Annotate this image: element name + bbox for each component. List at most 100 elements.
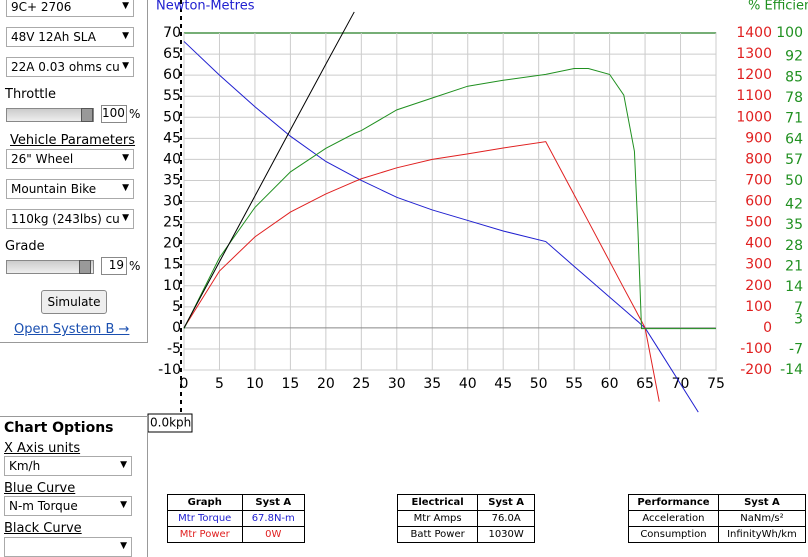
throttle-label: Throttle [5, 87, 56, 102]
y3-tick-label: 57 [785, 152, 803, 168]
y-tick-label: 10 [163, 278, 181, 294]
table-cell: Acceleration [628, 510, 719, 527]
grade-input[interactable]: 19 [101, 257, 127, 275]
blue-curve-select[interactable]: N-m Torque [4, 496, 132, 516]
y3-tick-label: 64 [785, 131, 803, 147]
y2-tick-label: 700 [745, 172, 772, 188]
y-tick-label: 25 [163, 215, 181, 231]
curve [183, 67, 716, 330]
grade-unit: % [129, 259, 141, 273]
wheel-select[interactable]: 26" Wheel [6, 149, 134, 169]
y-tick-label: -10 [158, 362, 181, 378]
y2-tick-label: 800 [745, 151, 772, 167]
y-tick-label: 50 [163, 109, 181, 125]
y2-tick-label: 1400 [736, 25, 772, 41]
grade-slider[interactable] [6, 260, 94, 274]
table-cell: Batt Power [396, 526, 479, 543]
x-axis-select[interactable]: Km/h [4, 456, 132, 476]
y2-tick-label: -100 [740, 341, 772, 357]
y-tick-label: 15 [163, 257, 181, 273]
y-tick-label: 5 [172, 299, 181, 315]
table-cell: Consumption [628, 526, 719, 543]
y2-tick-label: 0 [763, 320, 772, 336]
y3-axis-title: % Efficiency [748, 0, 808, 14]
y3-tick-label: 100 [776, 25, 803, 41]
y-tick-label: -5 [167, 341, 181, 357]
table-cell: Graph [167, 494, 243, 511]
y3-tick-label: 7 [794, 300, 803, 316]
simulate-button[interactable]: Simulate [41, 290, 107, 314]
y2-tick-label: 900 [745, 130, 772, 146]
black-curve-select[interactable] [4, 537, 132, 557]
y2-tick-label: 100 [745, 299, 772, 315]
chart-options-panel: Chart Options X Axis units Km/h Blue Cur… [0, 416, 148, 557]
x-tick-label: 55 [565, 376, 583, 392]
y3-tick-label: -14 [780, 362, 803, 378]
y3-tick-label: 28 [785, 238, 803, 254]
throttle-unit: % [129, 107, 141, 121]
x-axis-units-label: X Axis units [4, 441, 81, 456]
y2-tick-label: 300 [745, 257, 772, 273]
y-tick-label: 0 [172, 320, 181, 336]
control-panel: 9C+ 2706 48V 12Ah SLA 22A 0.03 ohms cu T… [0, 0, 148, 343]
y3-tick-label: 14 [785, 279, 803, 295]
x-tick-label: 15 [281, 376, 299, 392]
table-cell: InfinityWh/km [717, 526, 807, 543]
x-tick-label: 10 [246, 376, 264, 392]
y3-tick-label: 42 [785, 196, 803, 212]
table-cell: Syst A [477, 494, 535, 511]
curve [183, 11, 355, 329]
curve [183, 41, 699, 413]
x-tick-label: 65 [636, 376, 654, 392]
y2-tick-label: 1100 [736, 88, 772, 104]
table-cell: NaNm/s² [717, 510, 807, 527]
table-cell: Syst A [241, 494, 305, 511]
throttle-slider[interactable] [6, 108, 94, 122]
x-tick-label: 25 [352, 376, 370, 392]
y2-tick-label: 1300 [736, 46, 772, 62]
x-tick-label: 40 [459, 376, 477, 392]
y3-tick-label: 3 [794, 312, 803, 328]
table-cell: 67.8N-m [241, 510, 305, 527]
x-tick-label: 35 [423, 376, 441, 392]
open-system-b-link[interactable]: Open System B → [14, 322, 130, 337]
weight-select[interactable]: 110kg (243lbs) cu [6, 209, 134, 229]
bike-select[interactable]: Mountain Bike [6, 179, 134, 199]
y3-tick-label: 78 [785, 90, 803, 106]
controller-select[interactable]: 22A 0.03 ohms cu [6, 57, 134, 77]
table-cell: 0W [241, 526, 305, 543]
y3-tick-label: -7 [789, 341, 803, 357]
x-tick-label: 0 [180, 376, 189, 392]
y-tick-label: 55 [163, 88, 181, 104]
y-tick-label: 40 [163, 151, 181, 167]
x-tick-label: 45 [494, 376, 512, 392]
throttle-input[interactable]: 100 [101, 105, 127, 123]
result-table: Performance Syst A Acceleration NaNm/s² Cons… [628, 494, 807, 543]
x-tick-label: 60 [601, 376, 619, 392]
y3-tick-label: 21 [785, 259, 803, 275]
y-tick-label: 35 [163, 172, 181, 188]
y-tick-label: 30 [163, 194, 181, 210]
black-curve-label: Black Curve [4, 521, 82, 536]
motor-select[interactable]: 9C+ 2706 [6, 0, 134, 17]
y3-tick-label: 35 [785, 217, 803, 233]
x-tick-label: 30 [388, 376, 406, 392]
chart-options-title: Chart Options [4, 420, 114, 436]
y2-tick-label: 1200 [736, 67, 772, 83]
table-cell: Mtr Torque [167, 510, 243, 527]
curve [183, 141, 660, 402]
x-tick-label: 20 [317, 376, 335, 392]
y-tick-label: 45 [163, 130, 181, 146]
blue-curve-label: Blue Curve [4, 481, 76, 496]
y2-tick-label: 400 [745, 236, 772, 252]
table-cell: Mtr Amps [396, 510, 479, 527]
speed-marker-box [147, 413, 193, 433]
table-cell: 1030W [477, 526, 535, 543]
x-tick-label: 75 [707, 376, 725, 392]
grade-label: Grade [5, 239, 45, 254]
vehicle-heading: Vehicle Parameters [10, 133, 136, 148]
battery-select[interactable]: 48V 12Ah SLA [6, 27, 134, 47]
y2-tick-label: 1000 [736, 109, 772, 125]
table-cell: Mtr Power [167, 526, 243, 543]
